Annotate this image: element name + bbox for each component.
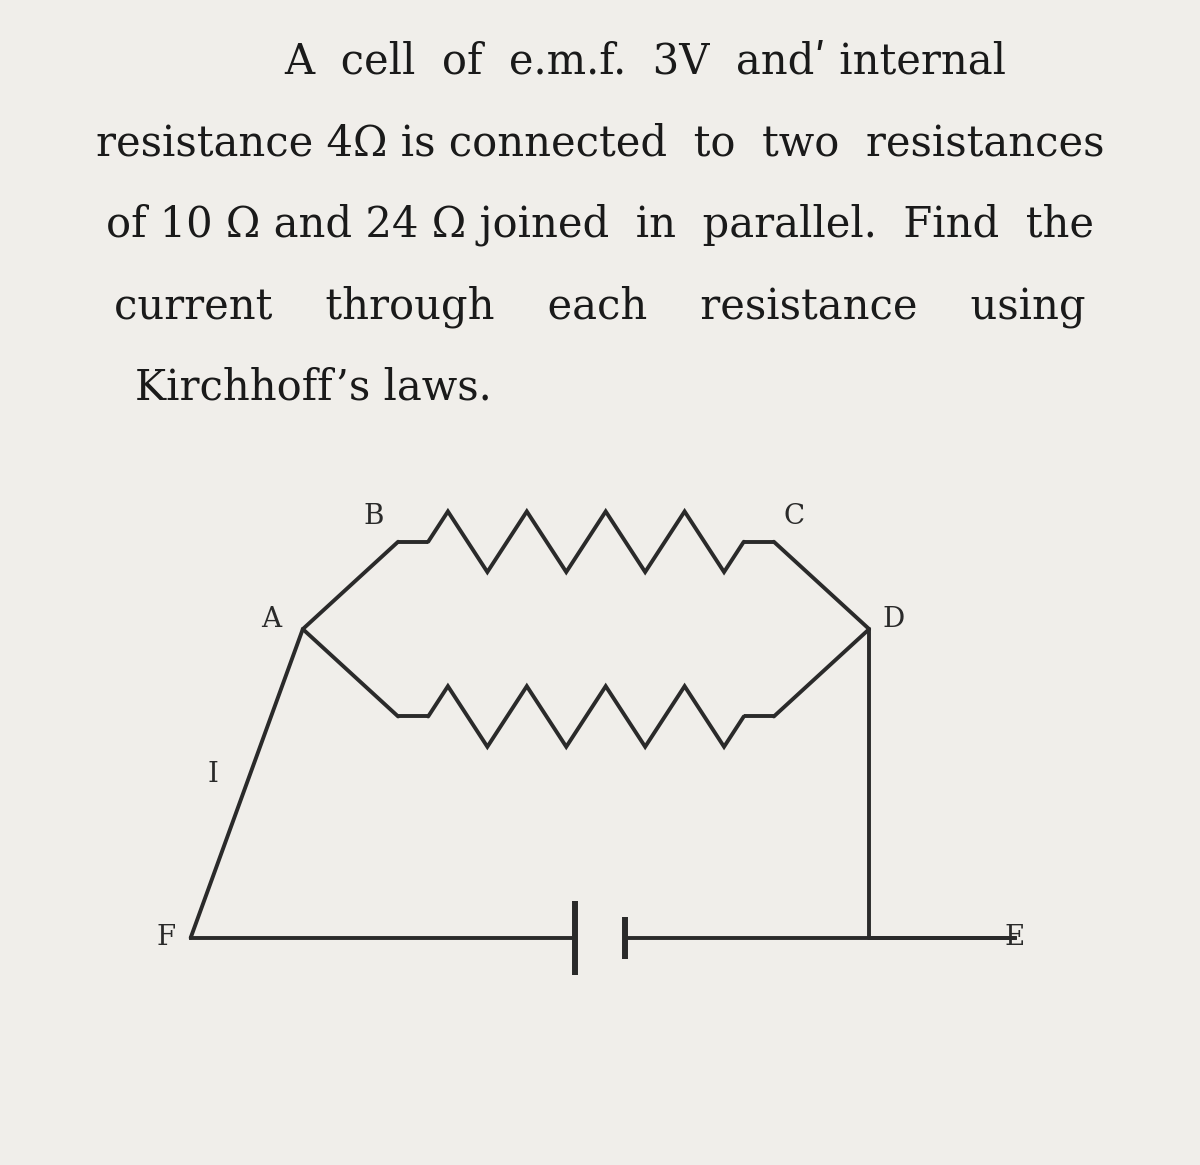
Text: of 10 Ω and 24 Ω joined  in  parallel.  Find  the: of 10 Ω and 24 Ω joined in parallel. Fin… (106, 204, 1094, 246)
Text: D: D (883, 606, 905, 634)
Text: A  cell  of  e.m.f.  3V  andʹ internal: A cell of e.m.f. 3V andʹ internal (284, 41, 1006, 83)
Text: B: B (364, 502, 384, 530)
Text: F: F (156, 924, 175, 952)
Text: current    through    each    resistance    using: current through each resistance using (114, 285, 1086, 327)
Text: I: I (208, 761, 218, 789)
Text: E: E (1004, 924, 1025, 952)
Text: Kirchhoff’s laws.: Kirchhoff’s laws. (134, 367, 491, 409)
Text: resistance 4Ω is connected  to  two  resistances: resistance 4Ω is connected to two resist… (96, 122, 1104, 164)
Text: C: C (784, 502, 804, 530)
Text: A: A (262, 606, 282, 634)
